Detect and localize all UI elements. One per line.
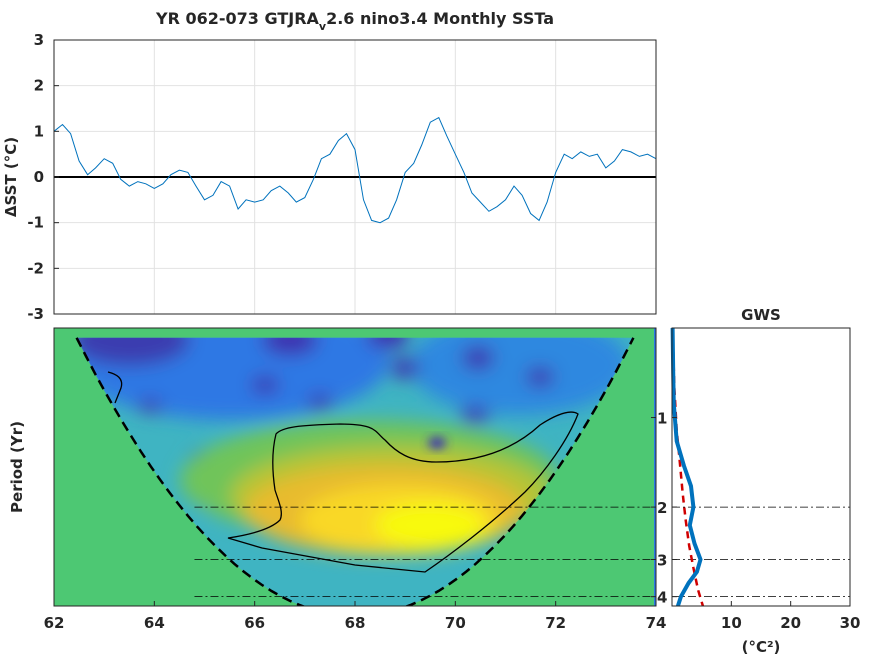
gws-x-tick-label: 30	[840, 614, 861, 632]
significance-contour	[227, 411, 579, 573]
gws-x-label: (°C²)	[742, 638, 781, 656]
y-tick-label: 2	[34, 77, 44, 95]
global-wavelet-spectrum-panel: GWS 10 20 30 (°C²)	[670, 306, 861, 656]
y-tick-label: 1	[657, 410, 667, 428]
y-tick-label: 2	[657, 499, 667, 517]
y-tick-label: 0	[34, 168, 44, 186]
figure-title: YR 062-073 GTJRAv2.6 nino3.4 Monthly SST…	[155, 9, 554, 33]
gws-title: GWS	[741, 306, 781, 324]
gws-significance-line	[671, 327, 705, 607]
wps-y-label: Period (Yr)	[8, 421, 26, 513]
gws-ticks: 10 20 30	[672, 417, 861, 632]
timeseries-panel: -3 -2 -1 0 1 2 3 ΔSST (°C)	[2, 31, 657, 323]
timeseries-y-label: ΔSST (°C)	[2, 137, 20, 217]
x-tick-label: 62	[44, 614, 65, 632]
gws-axes-box	[671, 327, 851, 607]
x-tick-label: 72	[545, 614, 566, 632]
significance-contour-edge	[107, 371, 123, 404]
title-suffix: 2.6 nino3.4 Monthly SSTa	[326, 9, 554, 28]
y-tick-label: -1	[27, 214, 44, 232]
x-tick-label: 66	[244, 614, 265, 632]
wavelet-power-panel: 62 64 66 68 70 72 74 1 2 3 4 Period (Yr)	[8, 327, 668, 632]
y-tick-label: -2	[27, 259, 44, 277]
x-tick-label: 74	[646, 614, 667, 632]
cone-of-influence	[75, 337, 635, 606]
colorbar-strip	[654, 328, 656, 606]
gws-x-tick-label: 10	[721, 614, 742, 632]
y-tick-label: 1	[34, 122, 44, 140]
y-tick-label: 4	[657, 589, 667, 607]
timeseries-y-ticks: -3 -2 -1 0 1 2 3	[27, 31, 59, 323]
title-subscript: v	[319, 20, 327, 33]
y-tick-label: 3	[34, 31, 44, 49]
y-tick-label: 3	[657, 551, 667, 569]
wps-reference-lines	[194, 506, 656, 598]
y-tick-label: -3	[27, 305, 44, 323]
wps-x-ticks: 62 64 66 68 70 72 74 1 2 3 4	[44, 410, 668, 632]
title-prefix: YR 062-073 GTJRA	[155, 9, 320, 28]
x-tick-label: 70	[445, 614, 466, 632]
gws-reference-lines	[672, 506, 850, 598]
sst-anomaly-line	[53, 116, 657, 224]
gws-x-tick-label: 20	[780, 614, 801, 632]
gws-power-line	[670, 327, 703, 607]
x-tick-label: 64	[144, 614, 165, 632]
x-tick-label: 68	[345, 614, 366, 632]
